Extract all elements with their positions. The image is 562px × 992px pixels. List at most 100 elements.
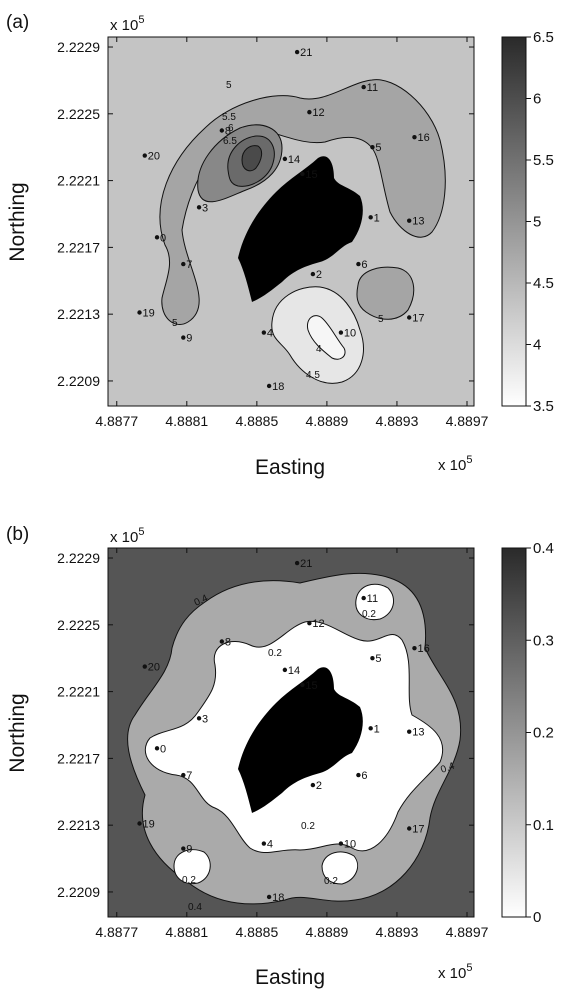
sample-point (368, 726, 373, 731)
sample-point (407, 218, 412, 223)
sample-point-label: 7 (186, 770, 192, 782)
y-tick-label: 2.2225 (57, 106, 100, 122)
x-tick-label: 4.8893 (376, 924, 419, 940)
obstacle-a (238, 156, 363, 302)
contour-label: 0.4 (188, 902, 202, 913)
sample-point (181, 772, 186, 778)
x-tick-label: 4.8897 (446, 413, 489, 429)
colorbar-tick-label: 6.5 (533, 29, 554, 46)
x-multiplier-b: x 105 (438, 962, 472, 982)
colorbar-a (501, 36, 527, 407)
colorbar-tick-label: 5.5 (533, 152, 554, 169)
sample-point (142, 664, 147, 669)
plot-frame-b (107, 547, 475, 918)
sample-point (261, 330, 267, 335)
contour-label: 5 (226, 80, 232, 91)
sample-point-label: 5 (375, 653, 381, 665)
x-tick-label: 4.8889 (305, 924, 348, 940)
sample-point (181, 335, 186, 340)
sample-point-label: 21 (300, 558, 312, 570)
colorbar-tick-label: 4.5 (533, 275, 554, 292)
axis-ticks-a: 4.8877 4.8881 4.8885 4.8889 4.8893 4.8897 2.22… (57, 37, 489, 429)
sample-point (181, 846, 186, 851)
sample-point-label: 5 (375, 142, 381, 154)
sample-point (356, 261, 361, 267)
sample-point-label: 2 (316, 780, 322, 792)
sample-point-label: 16 (417, 132, 429, 144)
sample-point-label: 20 (148, 151, 160, 163)
sample-point (338, 841, 344, 846)
sample-point (300, 171, 305, 177)
sample-point (142, 153, 147, 158)
sample-point (370, 144, 375, 150)
sample-point (412, 134, 417, 140)
plot-frame-a (107, 36, 475, 407)
sample-point (361, 84, 366, 90)
sample-point (310, 782, 316, 788)
x-multiplier-a: x 105 (438, 454, 472, 474)
y-axis-label-b: Northing (6, 693, 29, 772)
sample-point-label: 13 (412, 727, 424, 739)
sample-point-label: 1 (374, 723, 380, 735)
sample-point-label: 15 (305, 169, 317, 181)
sample-point-label: 0 (160, 743, 166, 755)
colorbar-ticks-a: 6.5 6 5.5 5 4.5 4 3.5 (526, 29, 554, 415)
x-tick-label: 4.8877 (95, 413, 138, 429)
colorbar-tick-label: 0 (533, 909, 541, 926)
sample-point-label: 9 (186, 333, 192, 345)
sample-point-label: 7 (186, 259, 192, 271)
panel-a: (a) x 105 5 5.5 6 6.5 5 5 4 4.5 01234567… (6, 12, 554, 479)
sample-point-label: 10 (344, 839, 356, 851)
sample-point (368, 215, 373, 220)
sample-point-label: 2 (316, 269, 322, 281)
sample-point-label: 12 (312, 107, 324, 119)
sample-point-label: 3 (202, 202, 208, 214)
contour-label: 5.5 (222, 112, 236, 123)
x-axis-label-b: Easting (255, 966, 325, 989)
panel-label-b: (b) (6, 524, 29, 545)
sample-point (294, 560, 300, 566)
sample-point-label: 3 (202, 713, 208, 725)
x-tick-label: 4.8897 (446, 924, 489, 940)
colorbar-tick-label: 0.4 (533, 540, 554, 557)
sample-point-label: 12 (312, 618, 324, 630)
contour-region-5-east-a (356, 266, 415, 320)
axis-ticks-b: 4.8877 4.8881 4.8885 4.8889 4.8893 4.8897 2.22… (57, 548, 489, 940)
contour-island-10-b (321, 851, 358, 885)
sample-point (300, 682, 305, 688)
x-tick-label: 4.8889 (305, 413, 348, 429)
sample-point-label: 6 (361, 259, 367, 271)
sample-point-label: 14 (288, 154, 300, 166)
sample-point-label: 18 (272, 892, 284, 904)
sample-point-label: 4 (267, 328, 273, 340)
y-tick-label: 2.2221 (57, 173, 100, 189)
contour-label: 6 (228, 123, 234, 134)
sample-point-label: 19 (143, 818, 155, 830)
contour-fill-b (108, 548, 474, 917)
sample-point-label: 21 (300, 47, 312, 59)
contour-fill-a (108, 37, 474, 406)
x-tick-label: 4.8893 (376, 413, 419, 429)
panel-label-a: (a) (6, 12, 29, 33)
sample-point (338, 330, 344, 335)
x-tick-label: 4.8885 (235, 924, 278, 940)
sample-point (307, 109, 312, 115)
y-tick-label: 2.2213 (57, 817, 100, 833)
y-tick-label: 2.2217 (57, 239, 100, 255)
contour-label: 0.4 (439, 761, 456, 776)
sample-point-label: 11 (367, 82, 378, 94)
sample-point-label: 15 (305, 680, 317, 692)
y-tick-label: 2.2229 (57, 550, 100, 566)
sample-point-label: 8 (225, 637, 231, 649)
colorbar-b (501, 547, 527, 918)
sample-point (412, 645, 417, 651)
sample-point (154, 746, 160, 751)
sample-point (282, 667, 288, 673)
contour-label: 0.2 (362, 609, 376, 620)
y-tick-label: 2.2213 (57, 306, 100, 322)
contour-label: 6.5 (223, 136, 237, 147)
sample-point (294, 49, 300, 55)
sample-point (407, 729, 412, 734)
